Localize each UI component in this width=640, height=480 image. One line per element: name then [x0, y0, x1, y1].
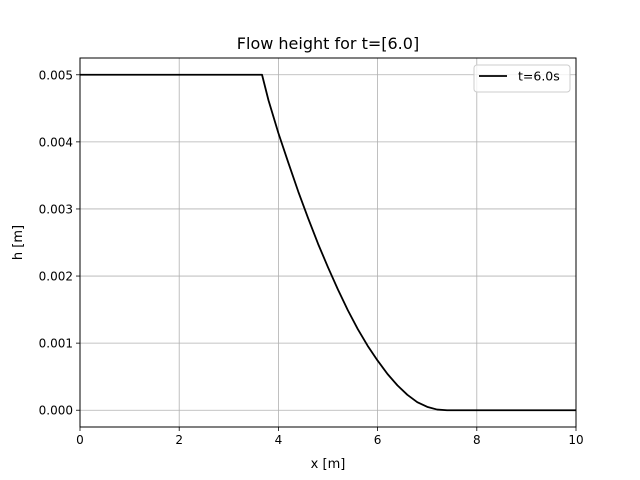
y-tick-label: 0.005 — [39, 68, 73, 82]
legend: t=6.0s — [473, 64, 571, 93]
legend-entry-label: t=6.0s — [518, 69, 560, 84]
x-axis-label: x [m] — [311, 457, 346, 472]
legend-box — [473, 64, 571, 93]
y-axis-label: h [m] — [11, 225, 26, 260]
y-tick-label: 0.004 — [39, 135, 73, 149]
y-tick-label: 0.002 — [39, 270, 73, 284]
plot-area — [80, 73, 576, 412]
axis-ticks: 0 2 4 6 8 10 0.000 0.001 0.002 0.003 0.004 0.005 — [39, 68, 584, 447]
chart-title: Flow height for t=[6.0] — [237, 34, 419, 53]
axes-frame — [79, 57, 577, 428]
series-line — [80, 73, 576, 412]
grid-lines — [79, 58, 577, 427]
y-tick-label: 0.003 — [39, 202, 73, 216]
x-tick-label: 2 — [175, 433, 183, 447]
x-tick-label: 8 — [473, 433, 481, 447]
x-tick-label: 0 — [76, 433, 84, 447]
y-tick-label: 0.001 — [39, 337, 73, 351]
y-tick-label: 0.000 — [39, 404, 73, 418]
x-tick-label: 6 — [374, 433, 382, 447]
x-tick-label: 4 — [275, 433, 283, 447]
x-tick-label: 10 — [568, 433, 583, 447]
